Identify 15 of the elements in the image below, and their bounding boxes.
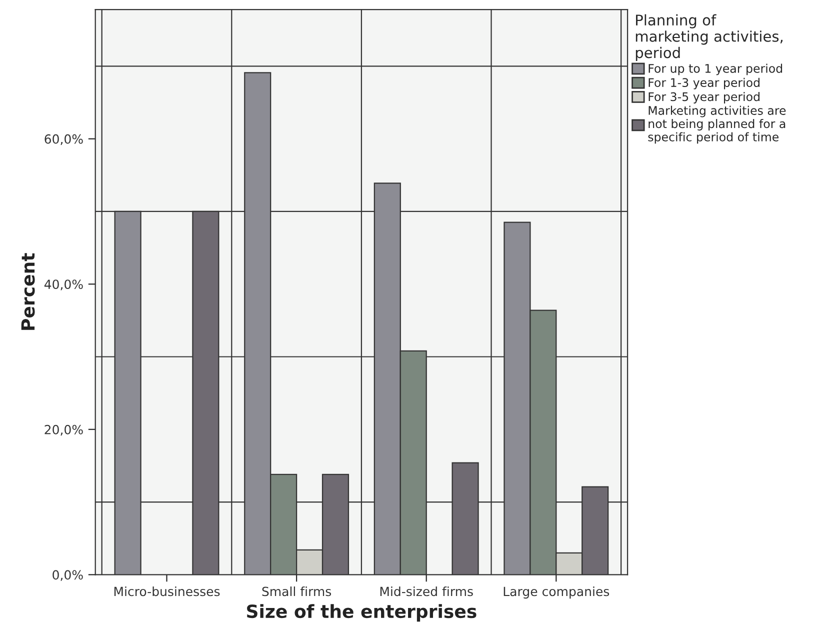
x-tick-label: Large companies: [504, 586, 610, 599]
legend-label: For 3-5 year period: [648, 92, 760, 104]
legend-label: For up to 1 year period: [648, 64, 782, 76]
y-tick-label: 40,0%: [44, 280, 83, 290]
y-tick-label: 60,0%: [44, 134, 83, 146]
legend-label: Marketing activities are not being planned for a specific period of time: [648, 106, 786, 144]
x-tick-label: Mid-sized firms: [380, 586, 473, 596]
y-axis-title: Percent: [21, 253, 35, 330]
y-tick-label: 20,0%: [44, 424, 83, 436]
y-tick-label: 0,0%: [52, 570, 83, 581]
x-axis-title: Size of the enterprises: [247, 604, 476, 622]
legend-title: Planning of marketing activities, period: [636, 14, 782, 62]
legend-label: For 1-3 year period: [648, 78, 760, 90]
x-tick-label: Micro-businesses: [114, 586, 220, 596]
x-tick-label: Small firms: [262, 586, 332, 596]
